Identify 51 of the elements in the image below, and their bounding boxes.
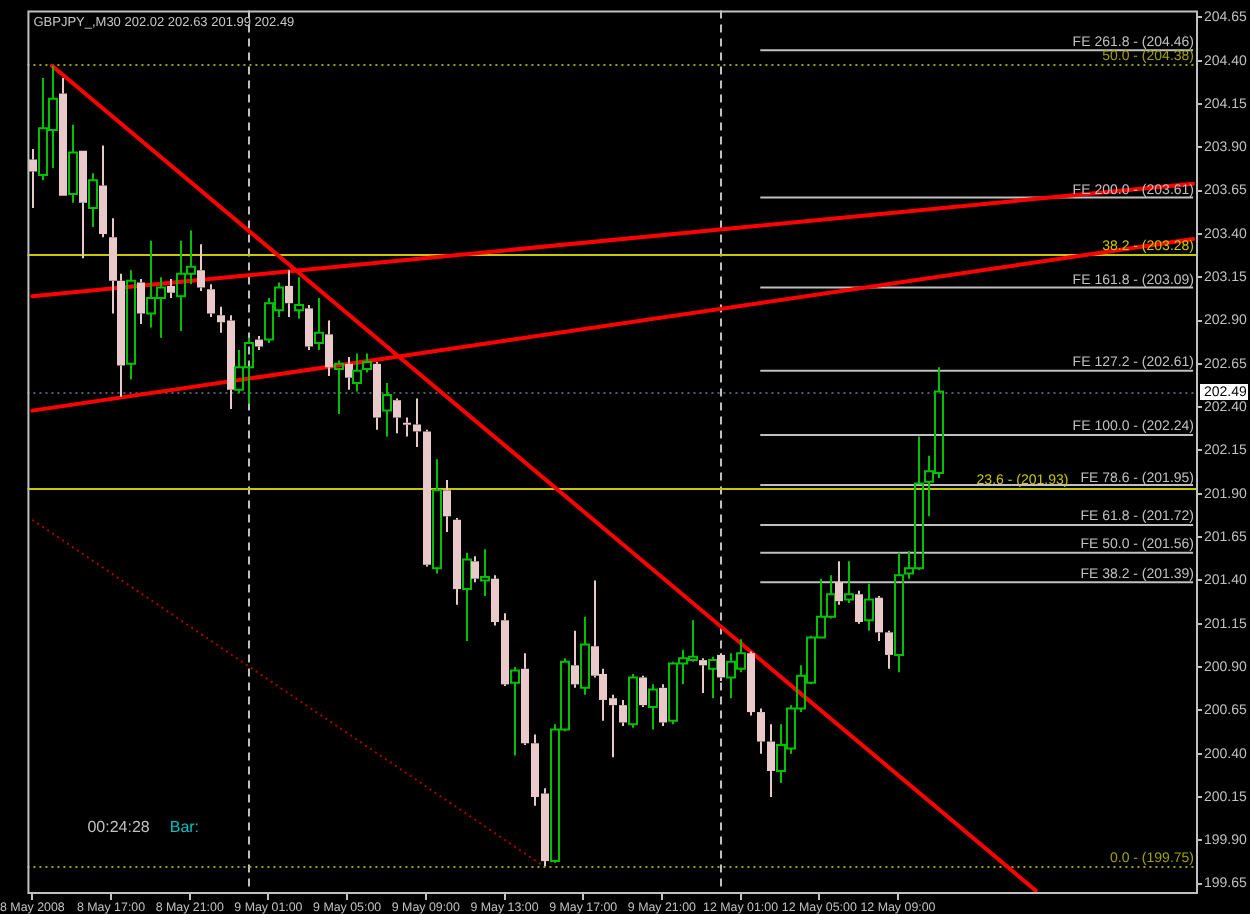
candlestick [462, 551, 472, 643]
candlestick [99, 144, 107, 239]
candlestick [126, 269, 136, 381]
candlestick [480, 548, 490, 597]
candlestick [255, 335, 263, 351]
candlestick [325, 319, 333, 377]
candlestick [510, 666, 520, 757]
candlestick [352, 352, 362, 393]
candlestick [443, 478, 451, 533]
candlestick [747, 650, 755, 717]
candlestick [167, 277, 175, 299]
candlestick [864, 582, 874, 632]
candlestick [393, 397, 401, 435]
candlestick [285, 269, 293, 319]
candlestick [453, 517, 461, 606]
candlestick [571, 629, 579, 689]
candlestick [844, 560, 854, 604]
candlestick [294, 276, 304, 320]
candlestick [373, 361, 381, 431]
candlestick [699, 657, 707, 695]
candlestick [875, 595, 883, 643]
candlestick [835, 560, 843, 606]
candlestick [68, 123, 78, 204]
candlestick [885, 629, 893, 670]
candlestick [29, 148, 37, 209]
candlestick [648, 683, 658, 731]
annotation: Bar: [169, 818, 200, 836]
candlestick [767, 723, 775, 798]
candlestick [580, 615, 590, 696]
candlestick [137, 277, 145, 325]
candlestick [432, 458, 442, 575]
candlestick [619, 698, 627, 727]
candlestick [79, 150, 87, 260]
candlestick [521, 652, 529, 746]
candlestick [757, 707, 765, 755]
candlestick [314, 297, 324, 351]
candlestick [659, 683, 667, 727]
candlestick [708, 655, 718, 700]
candlestick [88, 172, 98, 228]
candlestick [197, 243, 205, 293]
candlestick [894, 551, 904, 674]
candlestick [855, 589, 863, 625]
candlestick [334, 359, 344, 416]
candlestick [717, 652, 725, 682]
candlestick [207, 283, 215, 319]
candlestick [471, 555, 479, 584]
candlestick [59, 76, 67, 196]
annotation: 00:24:28 [87, 818, 151, 836]
candlestick [362, 352, 372, 374]
candlestick [345, 355, 353, 391]
candlestick [382, 381, 392, 438]
